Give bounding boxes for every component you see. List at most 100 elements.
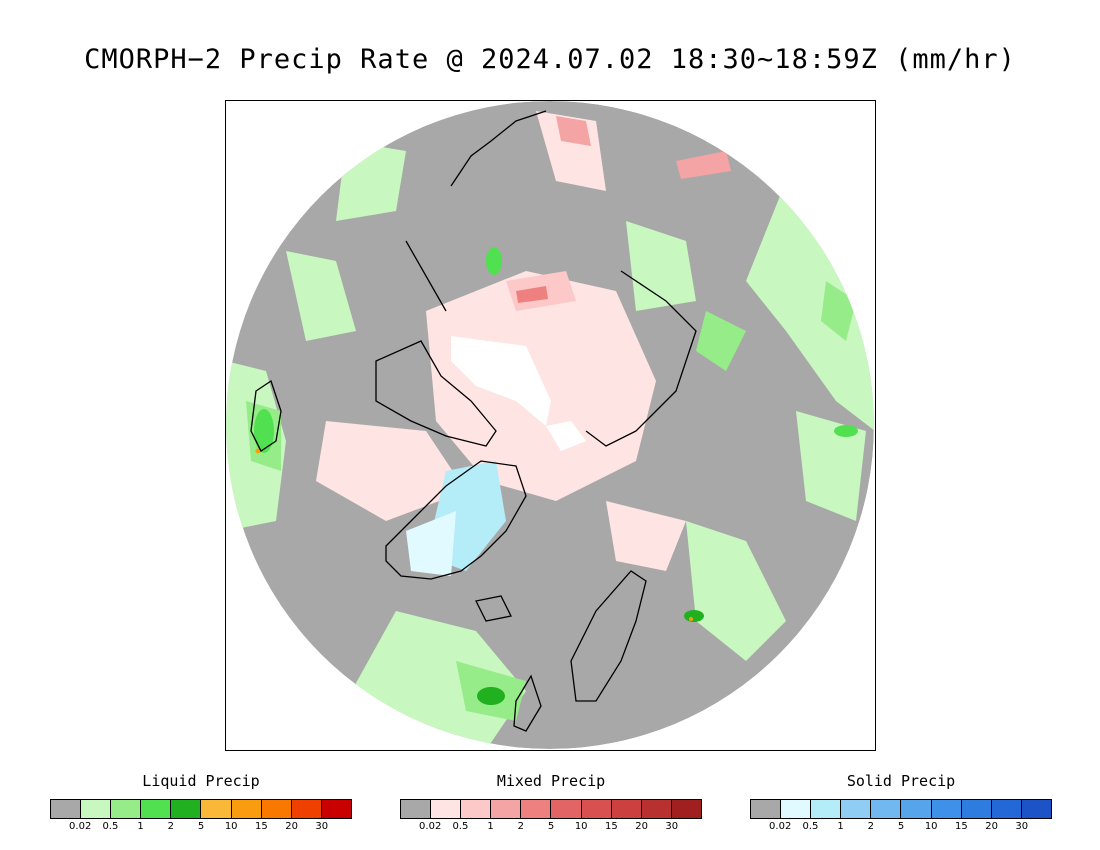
- legend-swatch: [1021, 800, 1051, 818]
- legend-swatch: [431, 800, 462, 818]
- legend-swatch: [401, 800, 432, 818]
- polar-map: [225, 100, 876, 751]
- legend-liquid-precip: Liquid Precip 0.02 0.5 1 2 5 10 15 20 30: [50, 770, 352, 833]
- legend-tick-label: 30: [315, 821, 329, 832]
- legend-swatch: [931, 800, 962, 818]
- legend-swatch: [901, 800, 932, 818]
- alaska-coast: [450, 110, 547, 187]
- color-bar: [400, 799, 702, 819]
- legend-title: Solid Precip: [846, 772, 956, 790]
- liquid-precip-region: [686, 521, 786, 661]
- scandinavia-coast: [570, 570, 647, 702]
- liquid-precip-core: [486, 247, 502, 275]
- legend-swatch: [551, 800, 582, 818]
- legend-tick-label: 0.5: [802, 821, 819, 832]
- legend-tick-label: 20: [285, 821, 298, 832]
- legend-swatch: [291, 800, 322, 818]
- mixed-precip-region: [516, 286, 548, 303]
- legend-swatch: [141, 800, 172, 818]
- legend-tick-label: 0.02: [69, 821, 92, 832]
- legend-tick-label: 2: [167, 821, 174, 832]
- tick-labels: 0.02 0.5 1 2 5 10 15 20 30: [50, 819, 352, 833]
- legend-tick-label: 10: [924, 821, 938, 832]
- mixed-precip-region: [676, 151, 731, 179]
- legend-swatch: [841, 800, 872, 818]
- legend-swatch: [991, 800, 1022, 818]
- legend-tick-label: 15: [955, 821, 968, 832]
- greenland-coast: [385, 460, 527, 580]
- legend-swatch: [171, 800, 202, 818]
- liquid-precip-region: [696, 311, 746, 371]
- siberia-coast: [585, 270, 697, 447]
- legend-swatch: [811, 800, 842, 818]
- legend-swatch: [611, 800, 642, 818]
- liquid-precip-peak: [255, 448, 261, 454]
- legend-tick-label: 30: [665, 821, 679, 832]
- mixed-precip-region: [536, 111, 606, 191]
- legend-swatch: [201, 800, 232, 818]
- legend-tick-label: 0.5: [102, 821, 119, 832]
- solid-precip-region: [406, 511, 456, 576]
- mixed-precip-region: [606, 501, 686, 571]
- liquid-precip-core: [254, 409, 274, 453]
- chart-title: CMORPH−2 Precip Rate @ 2024.07.02 18:30~…: [84, 44, 1016, 75]
- liquid-precip-region: [286, 251, 356, 341]
- legend-swatch: [231, 800, 262, 818]
- mixed-precip-region: [556, 116, 591, 146]
- legend-tick-label: 10: [574, 821, 588, 832]
- legend-swatch: [961, 800, 992, 818]
- liquid-precip-region: [336, 141, 406, 221]
- legend-tick-label: 5: [197, 821, 205, 832]
- legend-swatch: [491, 800, 522, 818]
- legend-tick-label: 0.02: [419, 821, 442, 832]
- legend-swatch: [261, 800, 292, 818]
- color-bar: [750, 799, 1052, 819]
- legend-tick-label: 0.5: [452, 821, 469, 832]
- legend-swatch: [461, 800, 492, 818]
- liquid-precip-peak: [689, 617, 693, 621]
- legend-title: Mixed Precip: [496, 772, 606, 790]
- legend-tick-label: 2: [867, 821, 874, 832]
- legend-tick-label: 10: [224, 821, 238, 832]
- polar-white-region: [546, 421, 586, 451]
- legend-tick-label: 15: [605, 821, 618, 832]
- legend-swatch: [581, 800, 612, 818]
- britain-coast: [513, 674, 542, 732]
- legend-tick-label: 0.02: [769, 821, 792, 832]
- coastlines: [250, 110, 697, 732]
- legend-swatch: [781, 800, 812, 818]
- legend-swatch: [81, 800, 112, 818]
- legend-tick-label: 1: [137, 821, 144, 832]
- boundary-line: [405, 240, 447, 312]
- legend-mixed-precip: Mixed Precip 0.02 0.5 1 2 5 10 15 20 30: [400, 770, 702, 833]
- mixed-precip-region: [316, 421, 466, 521]
- liquid-precip-core: [834, 425, 858, 437]
- legend-tick-label: 20: [635, 821, 648, 832]
- legend-swatch: [671, 800, 701, 818]
- liquid-precip-core: [684, 610, 704, 622]
- legend-tick-label: 30: [1015, 821, 1029, 832]
- legend-swatch: [51, 800, 82, 818]
- legend-solid-precip: Solid Precip 0.02 0.5 1 2 5 10 15 20 30: [750, 770, 1052, 833]
- precip-field: [226, 101, 874, 749]
- liquid-precip-region: [796, 411, 866, 521]
- polar-white-region: [451, 336, 551, 426]
- legend-tick-label: 2: [517, 821, 524, 832]
- legend-tick-label: 1: [487, 821, 494, 832]
- hudson-bay-coast: [250, 379, 282, 452]
- legend-swatch: [751, 800, 782, 818]
- legend-swatch: [871, 800, 902, 818]
- legend-tick-label: 15: [255, 821, 268, 832]
- legend-swatch: [521, 800, 552, 818]
- color-bar: [50, 799, 352, 819]
- legend-tick-label: 5: [547, 821, 555, 832]
- polar-map-canvas: [226, 101, 874, 749]
- legend-tick-label: 1: [837, 821, 844, 832]
- legend-tick-label: 20: [985, 821, 998, 832]
- legend-title: Liquid Precip: [142, 772, 260, 790]
- liquid-precip-core: [477, 687, 505, 705]
- canadian-archipelago-coast: [375, 340, 497, 447]
- legend-tick-label: 5: [897, 821, 905, 832]
- iceland-coast: [475, 595, 512, 622]
- tick-labels: 0.02 0.5 1 2 5 10 15 20 30: [750, 819, 1052, 833]
